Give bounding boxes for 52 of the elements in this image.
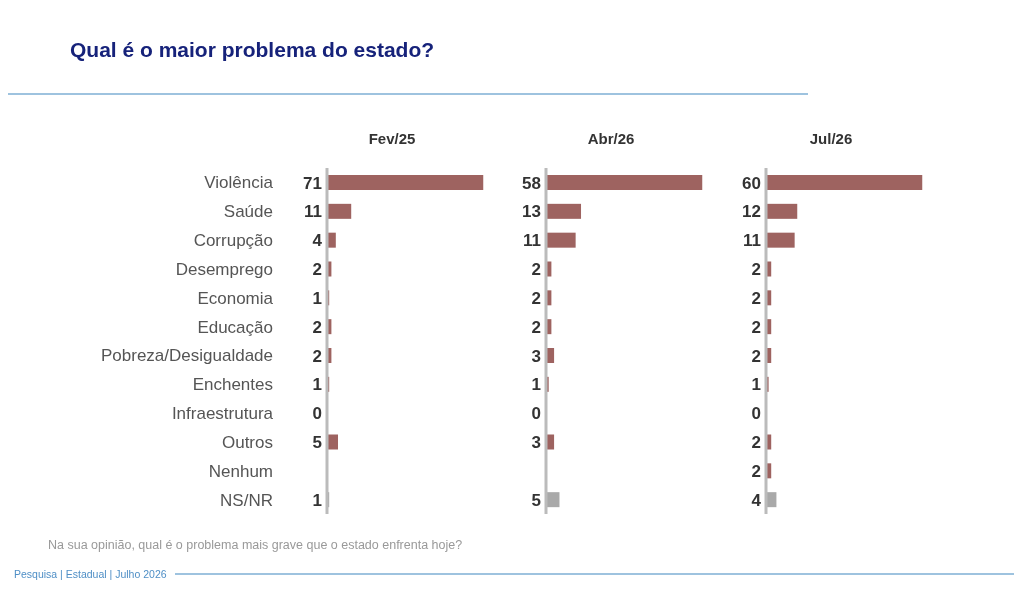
data-label: 2 bbox=[312, 260, 322, 279]
chart-title: Qual é o maior problema do estado? bbox=[70, 38, 435, 62]
data-label: 1 bbox=[312, 288, 322, 308]
data-label: 1 bbox=[312, 490, 322, 510]
y-tick-label: Enchentes bbox=[192, 375, 273, 395]
y-tick-label: Pobreza/Desigualdade bbox=[100, 346, 273, 366]
data-label: 2 bbox=[751, 461, 761, 481]
y-tick-label: Saúde bbox=[223, 202, 273, 222]
data-label: 58 bbox=[522, 173, 541, 193]
y-tick-label: Outros bbox=[221, 432, 273, 452]
data-label: 12 bbox=[742, 202, 761, 222]
data-label: 3 bbox=[531, 433, 541, 452]
y-tick-label: Infraestrutura bbox=[171, 404, 274, 424]
y-tick-label: Violência bbox=[204, 173, 274, 193]
y-tick-label: Corrupção bbox=[193, 231, 273, 251]
data-label: 1 bbox=[312, 375, 322, 395]
data-label: 2 bbox=[531, 288, 541, 308]
y-tick-label: Educação bbox=[197, 317, 273, 337]
data-label: 0 bbox=[312, 404, 322, 424]
data-label: 3 bbox=[531, 346, 541, 366]
data-label: 1 bbox=[751, 375, 761, 395]
data-label: 0 bbox=[751, 404, 761, 424]
data-label: 11 bbox=[304, 202, 322, 222]
chart-subtitle: Fev/25 bbox=[367, 130, 417, 149]
data-label: 2 bbox=[531, 317, 541, 337]
data-label: 4 bbox=[312, 231, 323, 251]
data-label: 5 bbox=[312, 433, 322, 452]
data-label: 2 bbox=[751, 260, 761, 279]
chart-subtitle: Abr/26 bbox=[586, 130, 636, 149]
data-label: 1 bbox=[531, 375, 541, 395]
data-label: 2 bbox=[751, 288, 761, 308]
y-tick-label: NS/NR bbox=[220, 490, 273, 510]
y-tick-label: Desemprego bbox=[175, 259, 273, 279]
data-label: 4 bbox=[751, 490, 762, 510]
data-label: 11 bbox=[523, 231, 541, 251]
data-label: 11 bbox=[743, 231, 761, 251]
text: Pesquisa | Estadual | Julho 2026 bbox=[14, 568, 167, 580]
chart-subtitle: Jul/26 bbox=[808, 130, 854, 149]
data-label: 2 bbox=[312, 317, 322, 337]
text: Na sua opinião, qual é o problema mais grave que o estado enfrenta hoje? bbox=[48, 538, 463, 552]
y-tick-label: Economia bbox=[197, 288, 274, 308]
y-tick-label: Nenhum bbox=[208, 461, 273, 481]
data-label: 2 bbox=[312, 346, 322, 366]
data-label: 5 bbox=[531, 490, 541, 510]
data-label: 2 bbox=[751, 433, 761, 452]
data-label: 13 bbox=[522, 202, 541, 222]
data-label: 0 bbox=[531, 404, 541, 424]
data-label: 71 bbox=[303, 173, 322, 193]
data-label: 2 bbox=[531, 260, 541, 279]
data-label: 2 bbox=[751, 317, 761, 337]
data-label: 60 bbox=[742, 173, 761, 193]
data-label: 2 bbox=[751, 346, 761, 366]
